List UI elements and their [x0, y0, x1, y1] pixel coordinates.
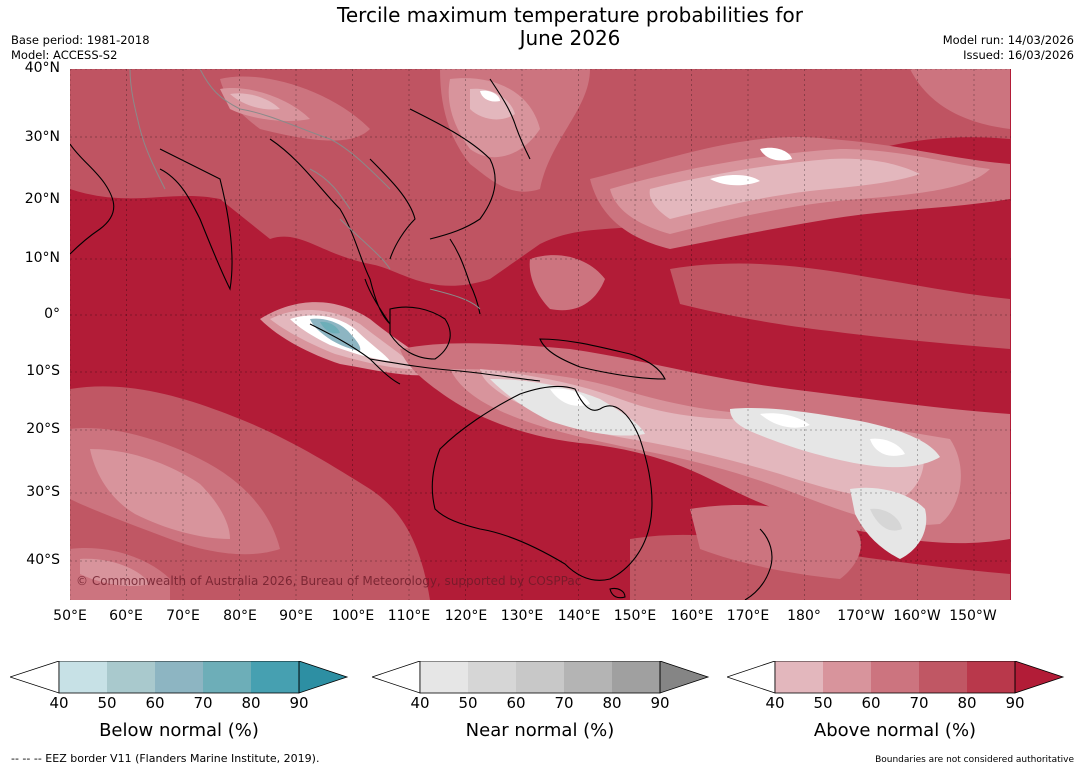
colorbar-tick: 80	[957, 694, 977, 712]
colorbar-swatch	[420, 661, 468, 693]
probability-region	[870, 508, 902, 531]
metadata-right: Model run: 14/03/2026 Issued: 16/03/2026	[943, 33, 1074, 63]
colorbar-ticks-near: 40 50 60 70 80 90	[410, 694, 669, 714]
probability-region	[80, 449, 230, 586]
probability-region	[310, 318, 361, 351]
eez-note: -- -- -- EEZ border V11 (Flanders Marine…	[11, 752, 320, 765]
lon-label: 60°E	[109, 608, 143, 624]
lon-label: 70°E	[166, 608, 200, 624]
lon-label: 100°E	[331, 608, 375, 624]
lon-label: 150°W	[949, 608, 997, 624]
colorbar-label-above: Above normal (%)	[813, 720, 977, 741]
colorbar-swatch	[251, 661, 299, 693]
colorbar-high-arrow	[298, 661, 349, 694]
lon-label: 110°E	[387, 608, 431, 624]
chart-title: Tercile maximum temperature probabilitie…	[0, 4, 1085, 50]
lon-label: 180°	[787, 608, 821, 624]
colorbar-tick: 70	[909, 694, 929, 712]
colorbar-tick: 60	[145, 694, 165, 712]
probability-region	[670, 263, 1010, 349]
colorbar-tick: 80	[241, 694, 261, 712]
colorbar-swatch	[871, 661, 919, 693]
colorbar-swatch	[775, 661, 823, 693]
colorbar-low-arrow	[727, 661, 776, 694]
colorbar-swatch	[107, 661, 155, 693]
colorbar-tick: 60	[861, 694, 881, 712]
lat-label: 40°S	[26, 552, 60, 568]
border-lines	[129, 69, 481, 310]
probability-region	[550, 388, 905, 456]
colorbar-swatch	[919, 661, 967, 693]
colorbar-above	[727, 661, 1065, 694]
colorbar-swatch	[468, 661, 516, 693]
lat-label: 20°N	[24, 191, 60, 207]
lon-label: 130°E	[500, 608, 544, 624]
lon-label: 50°E	[53, 608, 87, 624]
colorbar-tick: 50	[458, 694, 478, 712]
colorbar-swatch	[155, 661, 203, 693]
lon-label: 160°W	[893, 608, 941, 624]
lon-label: 120°E	[444, 608, 488, 624]
probability-region	[529, 255, 605, 311]
colorbar-swatch	[564, 661, 612, 693]
colorbar-tick: 80	[602, 694, 622, 712]
colorbar-ticks-above: 40 50 60 70 80 90	[765, 694, 1024, 714]
lon-label: 90°E	[279, 608, 313, 624]
colorbar-low-arrow	[372, 661, 421, 694]
model-name: Model: ACCESS-S2	[11, 48, 118, 62]
lon-label: 170°E	[726, 608, 770, 624]
colorbar-swatch	[203, 661, 251, 693]
colorbar-tick: 40	[49, 694, 69, 712]
issued-date: Issued: 16/03/2026	[963, 48, 1074, 62]
colorbar-tick: 40	[410, 694, 430, 712]
colorbar-high-arrow	[659, 661, 710, 694]
colorbar-low-arrow	[10, 661, 60, 694]
colorbar-swatch	[516, 661, 564, 693]
model-run: Model run: 14/03/2026	[942, 33, 1074, 47]
colorbar-high-arrow	[1014, 661, 1065, 694]
colorbar-tick: 70	[193, 694, 213, 712]
colorbar-ticks-below: 40 50 60 70 80 90	[49, 694, 308, 714]
copyright-notice: © Commonwealth of Australia 2026, Bureau…	[76, 574, 581, 588]
colorbar-swatch	[823, 661, 871, 693]
probability-region	[480, 90, 792, 186]
forecast-map: © Commonwealth of Australia 2026, Bureau…	[70, 69, 1011, 600]
lat-label: 20°S	[26, 421, 60, 437]
boundaries-disclaimer: Boundaries are not considered authoritat…	[875, 755, 1074, 765]
colorbar-swatch	[59, 661, 107, 693]
colorbar-tick: 40	[765, 694, 785, 712]
lat-label: 30°N	[24, 129, 60, 145]
probability-region	[230, 88, 920, 219]
lon-label: 150°E	[613, 608, 657, 624]
lat-label: 10°S	[26, 363, 60, 379]
colorbar-label-near: Near normal (%)	[465, 720, 615, 741]
lon-label: 160°E	[670, 608, 714, 624]
lon-label: 140°E	[557, 608, 601, 624]
lon-label: 80°E	[223, 608, 257, 624]
colorbar-tick: 70	[554, 694, 574, 712]
metadata-left: Base period: 1981-2018 Model: ACCESS-S2	[11, 33, 150, 63]
lat-label: 10°N	[24, 250, 60, 266]
colorbar-tick: 50	[813, 694, 833, 712]
title-line-2: June 2026	[519, 26, 621, 50]
lon-label: 170°W	[837, 608, 885, 624]
colorbar-tick: 60	[506, 694, 526, 712]
colorbar-near	[372, 661, 710, 694]
colorbar-tick: 90	[650, 694, 670, 712]
colorbar-below	[10, 661, 349, 694]
colorbar-tick: 50	[97, 694, 117, 712]
land-outline	[70, 78, 773, 600]
lat-label: 30°S	[26, 484, 60, 500]
graticule	[70, 69, 1011, 600]
colorbar-swatch	[967, 661, 1015, 693]
probability-region	[320, 321, 340, 334]
lat-label: 40°N	[24, 60, 60, 76]
colorbar-tick: 90	[289, 694, 309, 712]
colorbar-label-below: Below normal (%)	[99, 720, 259, 741]
colorbar-swatch	[612, 661, 660, 693]
base-period: Base period: 1981-2018	[11, 33, 150, 47]
colorbar-tick: 90	[1005, 694, 1025, 712]
title-line-1: Tercile maximum temperature probabilitie…	[337, 3, 803, 27]
lat-label: 0°	[44, 306, 60, 322]
